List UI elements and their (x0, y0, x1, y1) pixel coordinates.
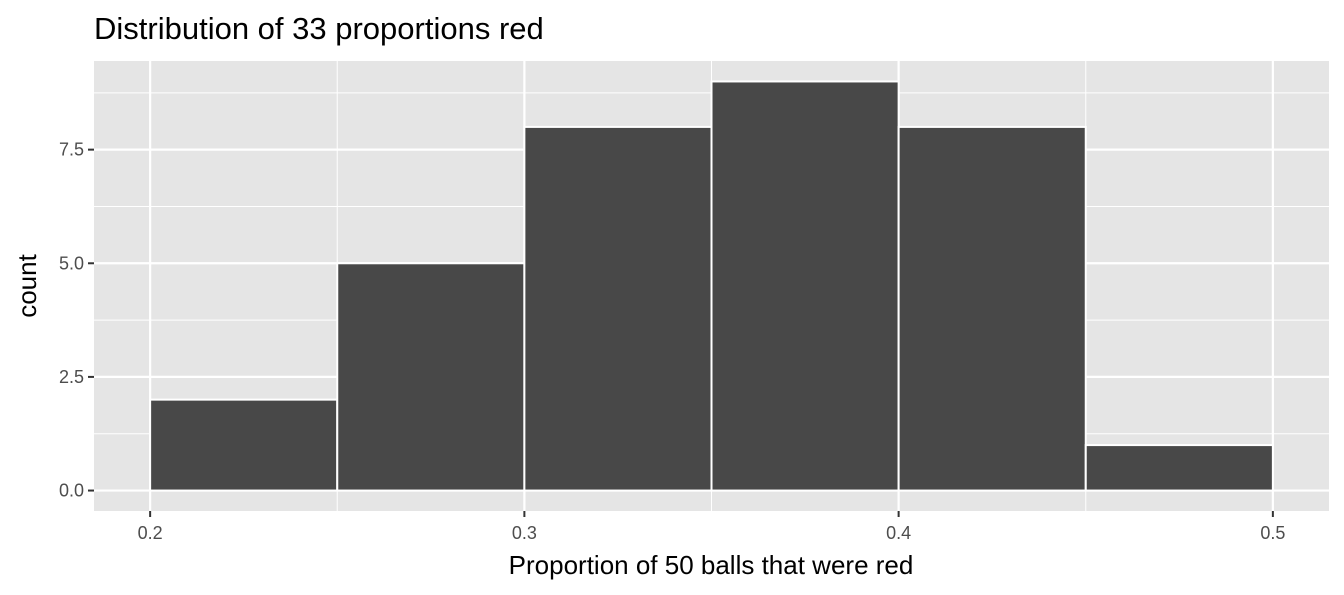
y-axis: 0.0 2.5 5.0 7.5 (59, 140, 94, 501)
x-axis: 0.2 0.3 0.4 0.5 (138, 511, 1285, 543)
x-tick-label: 0.3 (512, 523, 537, 543)
histogram-bar (897, 125, 1087, 492)
y-tick-label: 5.0 (59, 253, 84, 273)
histogram-bar (149, 398, 339, 492)
y-tick-label: 2.5 (59, 367, 84, 387)
x-tick-label: 0.4 (886, 523, 911, 543)
x-tick-label: 0.2 (138, 523, 163, 543)
chart-title: Distribution of 33 proportions red (94, 11, 544, 46)
histogram-bar (1084, 444, 1274, 492)
plot-area (94, 61, 1329, 511)
x-axis-title: Proportion of 50 balls that were red (509, 550, 914, 580)
histogram-bar (710, 80, 900, 492)
x-tick-label: 0.5 (1260, 523, 1285, 543)
histogram-bar (523, 125, 713, 492)
y-tick-label: 0.0 (59, 481, 84, 501)
y-tick-label: 7.5 (59, 140, 84, 160)
histogram-bar (336, 262, 526, 492)
y-axis-title: count (12, 253, 42, 317)
